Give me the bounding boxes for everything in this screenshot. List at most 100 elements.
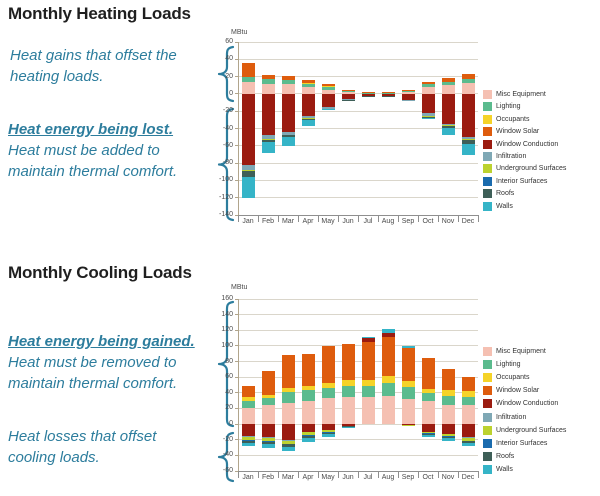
bar-segment-infiltration — [261, 134, 275, 139]
cooling-offset-annotation: Heat losses that offset cooling loads. — [8, 426, 156, 468]
x-axis-month-label: Jun — [342, 218, 354, 225]
bar-segment-walls — [401, 345, 415, 349]
legend-item: Lighting — [483, 360, 521, 370]
bar-segment-window-conduction — [441, 424, 455, 435]
bar-segment-window-solar — [321, 84, 335, 87]
bar-segment-misc-equipment — [341, 396, 355, 425]
bar-segment-interior-surfaces — [421, 433, 435, 435]
bar-segment-misc-equipment — [281, 83, 295, 94]
legend-swatch — [483, 464, 492, 474]
bar-segment-lighting — [381, 92, 395, 94]
bar-segment-window-solar — [401, 89, 415, 92]
bar-segment-walls — [461, 144, 475, 156]
legend-label: Window Solar — [496, 387, 540, 395]
legend-swatch — [483, 164, 492, 174]
bar-segment-lighting — [441, 81, 455, 86]
bar-segment-occupants — [401, 381, 415, 388]
x-axis-month-label: Mar — [281, 218, 295, 225]
x-axis-month-label: May — [321, 474, 335, 481]
gridline — [238, 345, 478, 347]
legend-item: Walls — [483, 201, 513, 211]
x-axis-tick — [478, 471, 479, 478]
bar-segment-window-solar — [401, 348, 415, 382]
x-axis-tick — [278, 215, 279, 222]
bar-segment-lighting — [361, 385, 375, 397]
y-axis-tick — [235, 454, 238, 456]
annotation-line: Heat must be added to — [8, 142, 160, 159]
gridline — [238, 454, 478, 456]
bar-segment-misc-equipment — [461, 404, 475, 425]
gridline — [238, 179, 478, 181]
bar-segment-window-solar — [361, 92, 375, 93]
bar-segment-roofs — [421, 117, 435, 119]
annotation-line: Heat must be removed to — [8, 354, 177, 371]
cooling-y-axis-unit-label: MBtu — [231, 284, 248, 291]
bar-segment-misc-equipment — [381, 93, 395, 94]
bar-segment-window-conduction — [441, 93, 455, 125]
x-axis-tick — [438, 215, 439, 222]
bar-segment-occupants — [341, 379, 355, 386]
bar-segment-occupants — [261, 395, 275, 399]
gridline — [238, 361, 478, 363]
annotation-line: Heat gains that offset the — [10, 47, 177, 64]
bar-segment-interior-surfaces — [241, 439, 255, 441]
legend-label: Window Conduction — [496, 140, 559, 148]
bar-segment-occupants — [321, 86, 335, 87]
gridline — [238, 407, 478, 409]
bar-segment-underground-surfaces — [401, 424, 415, 426]
legend-item: Window Solar — [483, 386, 540, 396]
brace-cooling-losses — [217, 431, 235, 483]
gridline — [238, 145, 478, 147]
bar-segment-lighting — [461, 396, 475, 405]
bar-segment-underground-surfaces — [261, 438, 275, 442]
legend-swatch — [483, 139, 492, 149]
bar-segment-walls — [381, 328, 395, 333]
legend-swatch — [483, 451, 492, 461]
bar-segment-misc-equipment — [321, 398, 335, 425]
bar-segment-misc-equipment — [321, 89, 335, 94]
x-axis-tick — [398, 471, 399, 478]
legend-swatch — [483, 201, 492, 211]
bar-segment-infiltration — [401, 99, 415, 101]
bar-segment-lighting — [261, 79, 275, 84]
x-axis-month-label: Apr — [302, 218, 314, 225]
bar-segment-lighting — [341, 91, 355, 93]
legend-item: Lighting — [483, 102, 521, 112]
bar-segment-window-solar — [281, 355, 295, 389]
x-axis-month-label: Nov — [441, 218, 455, 225]
bar-segment-lighting — [381, 382, 395, 396]
x-axis-month-label: Sep — [401, 218, 415, 225]
bar-segment-window-conduction — [241, 424, 255, 436]
legend-label: Misc Equipment — [496, 348, 546, 355]
bar-segment-interior-surfaces — [261, 441, 275, 443]
bar-segment-roofs — [301, 435, 315, 439]
bar-segment-roofs — [261, 442, 275, 445]
bar-segment-lighting — [461, 79, 475, 83]
y-axis-line — [238, 299, 239, 471]
brace-heating-gains — [217, 45, 235, 103]
bar-segment-lighting — [241, 400, 255, 409]
bar-segment-window-solar — [341, 89, 355, 92]
bar-segment-walls — [441, 127, 455, 136]
bar-segment-lighting — [301, 83, 315, 87]
x-axis-tick — [418, 471, 419, 478]
bar-segment-misc-equipment — [361, 93, 375, 94]
annotation-line: maintain thermal comfort. — [8, 375, 178, 392]
legend-swatch — [483, 189, 492, 199]
bar-segment-roofs — [381, 96, 395, 97]
bar-segment-roofs — [241, 440, 255, 443]
x-axis-tick — [258, 215, 259, 222]
annotation-line: cooling loads. — [8, 449, 100, 466]
bar-segment-window-conduction — [361, 338, 375, 342]
bar-segment-interior-surfaces — [441, 435, 455, 437]
x-axis-tick — [318, 215, 319, 222]
legend-label: Walls — [496, 202, 513, 210]
annotation-line: heating loads. — [10, 68, 104, 85]
legend-item: Underground Surfaces — [483, 164, 566, 174]
bar-segment-roofs — [361, 96, 375, 97]
x-axis-tick — [378, 215, 379, 222]
bar-segment-underground-surfaces — [421, 431, 435, 434]
bar-segment-misc-equipment — [361, 396, 375, 425]
cooling-gain-annotation: Heat energy being gained. Heat must be r… — [8, 331, 195, 394]
